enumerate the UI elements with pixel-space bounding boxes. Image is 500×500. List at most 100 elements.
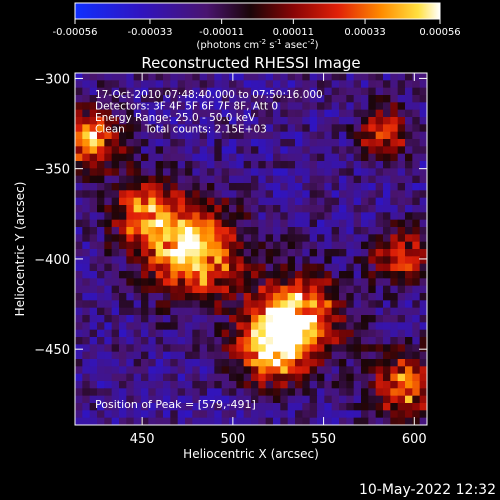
heatmap-cell (75, 117, 83, 125)
heatmap-cell (104, 87, 113, 96)
heatmap-cell (243, 285, 252, 294)
heatmap-cell (243, 366, 252, 375)
heatmap-cell (148, 80, 157, 89)
heatmap-cell (375, 249, 384, 257)
heatmap-cell (280, 410, 289, 419)
heatmap-cell (192, 205, 201, 213)
heatmap-cell (207, 359, 215, 367)
heatmap-cell (280, 234, 289, 243)
heatmap-cell (339, 315, 347, 323)
heatmap-cell (361, 124, 369, 133)
heatmap-cell (265, 300, 274, 309)
heatmap-cell (75, 366, 83, 375)
heatmap-cell (192, 307, 201, 316)
heatmap-cell (324, 417, 333, 425)
heatmap-cell (273, 87, 281, 96)
heatmap-cell (280, 73, 289, 81)
heatmap-cell (82, 395, 91, 404)
heatmap-cell (163, 410, 171, 419)
heatmap-cell (221, 410, 230, 419)
heatmap-cell (170, 381, 179, 389)
heatmap-cell (258, 124, 267, 133)
heatmap-cell (265, 168, 274, 177)
y-tick-label: −400 (34, 253, 70, 268)
heatmap-cell (361, 219, 369, 228)
heatmap-cell (368, 95, 377, 103)
heatmap-cell (397, 73, 406, 81)
heatmap-cell (185, 322, 193, 331)
heatmap-cell (368, 73, 377, 81)
heatmap-cell (280, 315, 289, 323)
heatmap-cell (133, 388, 142, 397)
heatmap-cell (361, 109, 369, 118)
heatmap-cell (97, 322, 105, 331)
heatmap-cell (317, 337, 325, 345)
heatmap-cell (148, 219, 157, 228)
heatmap-cell (287, 410, 296, 419)
heatmap-cell (353, 161, 362, 169)
heatmap-cell (405, 322, 413, 331)
heatmap-cell (258, 153, 267, 162)
heatmap-cell (126, 256, 135, 265)
heatmap-cell (104, 388, 113, 397)
heatmap-cell (258, 219, 267, 228)
heatmap-cell (163, 322, 171, 331)
heatmap-cell (390, 109, 399, 118)
heatmap-cell (368, 227, 377, 235)
heatmap-cell (221, 403, 230, 411)
heatmap-cell (361, 197, 369, 206)
heatmap-cell (280, 139, 289, 147)
heatmap-cell (251, 256, 259, 265)
heatmap-cell (317, 381, 325, 389)
heatmap-cell (375, 95, 384, 103)
heatmap-cell (309, 227, 318, 235)
heatmap-cell (324, 183, 333, 191)
heatmap-cell (82, 278, 91, 287)
heatmap-cell (339, 95, 347, 103)
heatmap-cell (119, 234, 127, 243)
heatmap-cell (295, 146, 303, 155)
heatmap-cell (339, 381, 347, 389)
heatmap-cell (251, 351, 259, 360)
heatmap-cell (361, 256, 369, 265)
heatmap-cell (236, 117, 245, 125)
heatmap-cell (170, 219, 179, 228)
heatmap-cell (192, 124, 201, 133)
heatmap-cell (302, 241, 311, 250)
heatmap-cell (163, 337, 171, 345)
heatmap-cell (207, 161, 215, 169)
heatmap-cell (236, 146, 245, 155)
heatmap-cell (199, 212, 208, 221)
heatmap-cell (199, 117, 208, 125)
heatmap-cell (419, 315, 427, 323)
heatmap-cell (339, 359, 347, 367)
heatmap-cell (251, 241, 259, 250)
heatmap-cell (412, 80, 421, 89)
heatmap-cell (82, 73, 91, 81)
heatmap-cell (119, 351, 127, 360)
heatmap-cell (258, 241, 267, 250)
heatmap-cell (141, 241, 149, 250)
heatmap-cell (177, 285, 186, 294)
heatmap-cell (148, 175, 157, 184)
heatmap-cell (258, 403, 267, 411)
heatmap-cell (229, 139, 237, 147)
heatmap-cell (214, 109, 223, 118)
heatmap-cell (412, 410, 421, 419)
heatmap-cell (302, 373, 311, 382)
heatmap-cell (119, 80, 127, 89)
heatmap-cell (236, 197, 245, 206)
heatmap-cell (119, 109, 127, 118)
heatmap-cell (287, 359, 296, 367)
heatmap-cell (419, 410, 427, 419)
heatmap-cell (148, 117, 157, 125)
heatmap-cell (229, 95, 237, 103)
heatmap-cell (104, 395, 113, 404)
heatmap-cell (148, 285, 157, 294)
heatmap-cell (177, 161, 186, 169)
heatmap-cell (126, 168, 135, 177)
heatmap-cell (163, 117, 171, 125)
heatmap-cell (361, 403, 369, 411)
heatmap-cell (199, 219, 208, 228)
